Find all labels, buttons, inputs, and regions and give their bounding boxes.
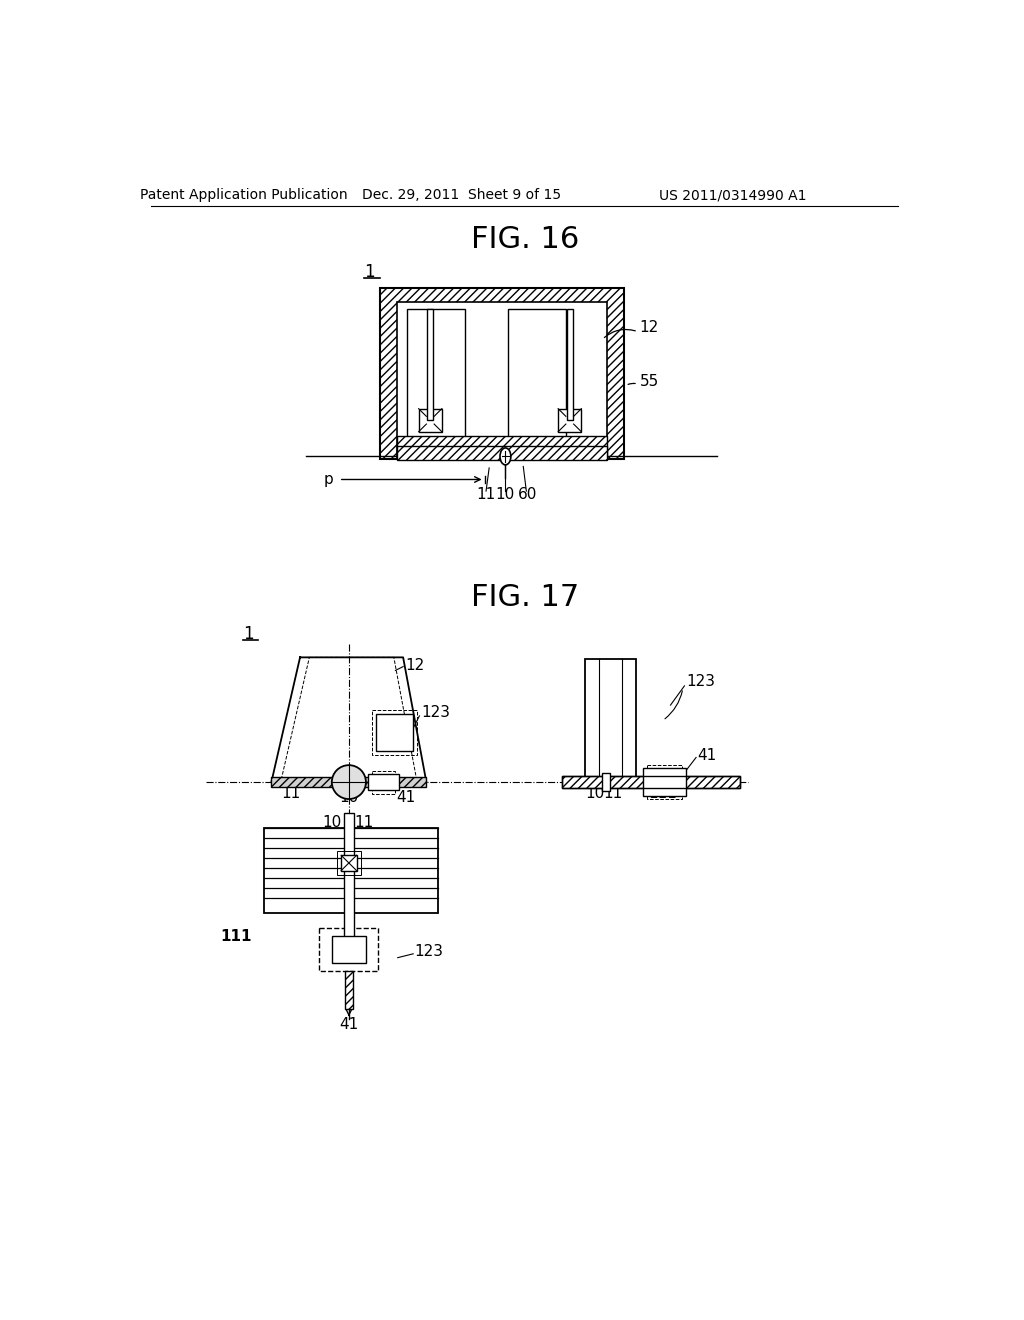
Bar [397,302,607,459]
Bar [369,775,399,789]
Bar [586,659,636,781]
Bar [566,309,572,420]
Bar [345,970,352,1010]
Bar [397,446,607,461]
Bar [332,936,366,964]
Text: 11: 11 [354,814,374,830]
Text: 12: 12 [640,321,658,335]
Text: 55: 55 [640,374,658,389]
Text: 11: 11 [603,787,623,801]
Text: 123: 123 [415,944,443,960]
Text: 1: 1 [365,264,375,281]
Bar [419,409,442,432]
Bar [372,771,395,793]
Text: 11: 11 [476,487,496,503]
Text: 41: 41 [339,1018,358,1032]
Ellipse shape [500,447,511,465]
Bar [319,928,378,970]
Text: FIG. 16: FIG. 16 [471,224,579,253]
Bar [643,768,686,796]
Bar [372,710,417,755]
Bar [562,776,740,788]
Text: 10: 10 [323,814,341,830]
Text: 111: 111 [221,928,252,944]
Text: 10: 10 [585,787,604,801]
Bar [427,309,433,420]
Bar [558,409,582,432]
Text: 123: 123 [421,705,450,721]
Text: p: p [324,473,334,487]
Text: 123: 123 [686,675,715,689]
Text: Dec. 29, 2011  Sheet 9 of 15: Dec. 29, 2011 Sheet 9 of 15 [361,189,561,202]
Text: 41: 41 [697,747,717,763]
Bar [337,851,360,874]
Text: 11: 11 [282,787,300,801]
Bar [397,436,607,459]
Text: 111: 111 [648,787,677,801]
Text: 41: 41 [396,789,415,805]
Text: US 2011/0314990 A1: US 2011/0314990 A1 [658,189,806,202]
Bar [263,829,438,913]
Circle shape [332,766,366,799]
Bar [341,855,356,871]
Bar [562,776,740,788]
Text: 1: 1 [243,626,253,643]
Bar [602,774,610,792]
Text: 10: 10 [496,487,515,503]
Text: Patent Application Publication: Patent Application Publication [140,189,348,202]
Bar [380,288,624,458]
Bar [376,714,414,751]
Bar [271,776,426,788]
Bar [407,309,465,446]
Text: 12: 12 [406,657,425,673]
Text: 60: 60 [518,487,538,503]
Text: 10: 10 [339,789,358,805]
Bar [508,309,566,446]
Bar [647,766,682,799]
Text: FIG. 17: FIG. 17 [471,583,579,611]
Bar [344,813,353,944]
